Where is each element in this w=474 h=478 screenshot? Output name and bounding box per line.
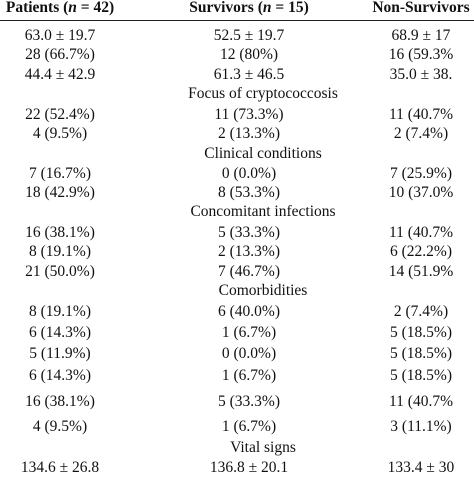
header-divider [0, 20, 474, 21]
table-row: 4 (9.5%) 2 (13.3%) 2 (7.4%) [0, 123, 474, 144]
table-cell: 0 (0.0%) [221, 165, 277, 182]
section-heading-row: Focus of cryptococcosis [0, 83, 474, 104]
section-heading: Vital signs [230, 439, 296, 456]
table-cell: 22 (52.4%) [25, 106, 95, 123]
table-row: 8 (19.1%) 6 (40.0%) 2 (7.4%) [0, 301, 474, 322]
table-cell: 133.4 ± 30 [387, 459, 455, 476]
table-row: 22 (52.4%) 11 (73.3%) 11 (40.7% [0, 104, 474, 125]
table-cell: 11 (40.7% [389, 224, 453, 241]
table-cell: 5 (18.5%) [390, 324, 452, 341]
table-cell: 16 (38.1%) [25, 393, 95, 410]
table-cell: 134.6 ± 26.8 [20, 459, 100, 476]
table-row: 16 (38.1%) 5 (33.3%) 11 (40.7% [0, 391, 474, 412]
table-cell: 6 (14.3%) [29, 324, 91, 341]
table-cell: 0 (0.0%) [221, 345, 277, 362]
table-cell: 5 (33.3%) [218, 224, 280, 241]
header-survivors: Survivors (n = 15) [189, 0, 309, 16]
table-cell: 12 (80%) [219, 46, 279, 63]
table-cell: 2 (13.3%) [218, 243, 280, 260]
table-row: 18 (42.9%) 8 (53.3%) 10 (37.0% [0, 182, 474, 203]
table-header-row: Patients (n = 42) Survivors (n = 15) Non… [0, 0, 474, 18]
table-cell: 4 (9.5%) [32, 418, 88, 435]
table-cell: 7 (46.7%) [218, 263, 280, 280]
table-cell: 4 (9.5%) [32, 125, 88, 142]
table-cell: 16 (59.3% [388, 46, 454, 63]
table-cell: 7 (25.9%) [390, 165, 452, 182]
table-cell: 2 (13.3%) [218, 125, 280, 142]
table-cell: 61.3 ± 46.5 [213, 66, 285, 83]
table-cell: 8 (19.1%) [29, 243, 91, 260]
table-cell: 52.5 ± 19.7 [213, 27, 285, 44]
table-cell: 8 (53.3%) [218, 184, 280, 201]
table-cell: 5 (11.9%) [29, 345, 91, 362]
table-cell: 44.4 ± 42.9 [24, 66, 96, 83]
table-cell: 35.0 ± 38. [389, 66, 453, 83]
table-cell: 7 (16.7%) [29, 165, 91, 182]
section-heading: Clinical conditions [204, 145, 322, 162]
table-row: 28 (66.7%) 12 (80%) 16 (59.3% [0, 44, 474, 65]
table-cell: 1 (6.7%) [221, 367, 277, 384]
table-row: 6 (14.3%) 1 (6.7%) 5 (18.5%) [0, 322, 474, 343]
table-cell: 68.9 ± 17 [391, 27, 451, 44]
table-cell: 16 (38.1%) [25, 224, 95, 241]
table-cell: 1 (6.7%) [221, 324, 277, 341]
table-cell: 2 (7.4%) [393, 303, 449, 320]
section-heading: Concomitant infections [190, 203, 336, 220]
header-non-survivors: Non-Survivors [372, 0, 470, 16]
header-patients: Patients (n = 42) [5, 0, 115, 16]
table-row: 63.0 ± 19.7 52.5 ± 19.7 68.9 ± 17 [0, 25, 474, 46]
section-heading: Focus of cryptococcosis [188, 85, 338, 102]
table-cell: 5 (18.5%) [390, 367, 452, 384]
table-row: 6 (14.3%) 1 (6.7%) 5 (18.5%) [0, 365, 474, 386]
table-cell: 63.0 ± 19.7 [24, 27, 96, 44]
table-cell: 14 (51.9% [388, 263, 454, 280]
table-cell: 3 (11.1%) [390, 418, 452, 435]
section-heading: Comorbidities [218, 282, 308, 299]
table-cell: 6 (22.2%) [390, 243, 452, 260]
table-cell: 136.8 ± 20.1 [209, 459, 289, 476]
table-row: 5 (11.9%) 0 (0.0%) 5 (18.5%) [0, 343, 474, 364]
table-cell: 5 (18.5%) [390, 345, 452, 362]
table-cell: 28 (66.7%) [25, 46, 95, 63]
table-cell: 1 (6.7%) [221, 418, 277, 435]
table-row: 4 (9.5%) 1 (6.7%) 3 (11.1%) [0, 416, 474, 437]
table-cell: 2 (7.4%) [393, 125, 449, 142]
table-cell: 8 (19.1%) [29, 303, 91, 320]
table-cell: 11 (73.3%) [214, 106, 284, 123]
table-row: 134.6 ± 26.8 136.8 ± 20.1 133.4 ± 30 [0, 457, 474, 478]
section-heading-row: Concomitant infections [0, 201, 474, 222]
table-cell: 6 (40.0%) [218, 303, 280, 320]
table-cell: 11 (40.7% [389, 106, 453, 123]
table-cell: 10 (37.0% [388, 184, 454, 201]
table-row: 16 (38.1%) 5 (33.3%) 11 (40.7% [0, 222, 474, 243]
section-heading-row: Clinical conditions [0, 143, 474, 164]
section-heading-row: Vital signs [0, 437, 474, 458]
table-row: 8 (19.1%) 2 (13.3%) 6 (22.2%) [0, 241, 474, 262]
table-row: 7 (16.7%) 0 (0.0%) 7 (25.9%) [0, 163, 474, 184]
table-row: 44.4 ± 42.9 61.3 ± 46.5 35.0 ± 38. [0, 64, 474, 85]
table-cell: 18 (42.9%) [25, 184, 95, 201]
table-cell: 21 (50.0%) [25, 263, 95, 280]
section-heading-row: Comorbidities [0, 280, 474, 301]
table-cell: 6 (14.3%) [29, 367, 91, 384]
table-cell: 5 (33.3%) [218, 393, 280, 410]
table-row: 21 (50.0%) 7 (46.7%) 14 (51.9% [0, 261, 474, 282]
table-cell: 11 (40.7% [389, 393, 453, 410]
